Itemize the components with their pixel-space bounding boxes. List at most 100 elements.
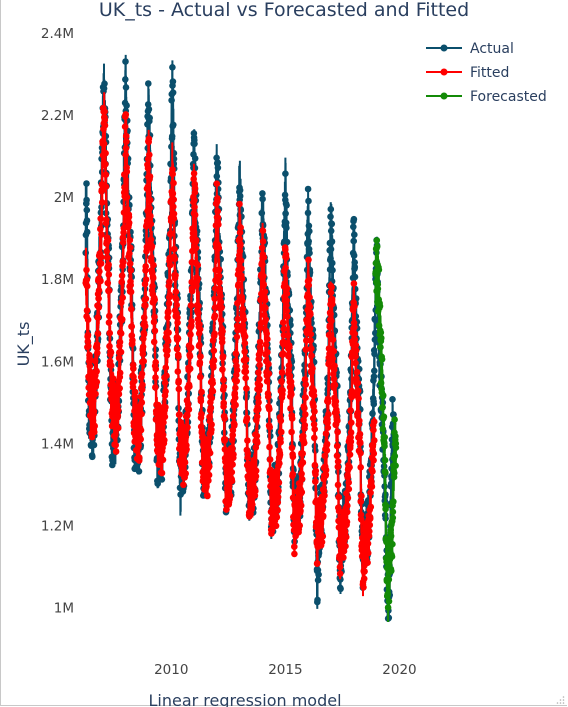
- data-point: [103, 217, 110, 224]
- data-point: [340, 554, 347, 561]
- legend[interactable]: Actual Fitted Forecasted: [426, 41, 547, 105]
- data-point: [150, 262, 157, 269]
- data-point: [146, 115, 153, 122]
- data-point: [106, 330, 113, 337]
- data-point: [160, 419, 167, 426]
- data-point: [193, 237, 200, 244]
- data-point: [89, 454, 96, 461]
- data-point: [283, 254, 290, 261]
- data-point: [391, 416, 398, 423]
- data-point: [382, 469, 389, 476]
- data-point: [305, 198, 312, 205]
- data-point: [348, 419, 355, 426]
- data-point: [207, 450, 214, 457]
- data-point: [368, 504, 375, 511]
- data-point: [216, 266, 223, 273]
- data-point: [285, 353, 292, 360]
- data-point: [346, 464, 353, 471]
- data-point: [377, 303, 384, 310]
- data-point: [233, 350, 240, 357]
- data-point: [239, 306, 246, 313]
- data-point: [120, 259, 127, 266]
- data-point: [214, 180, 221, 187]
- data-point: [211, 347, 218, 354]
- data-point: [139, 399, 146, 406]
- data-point: [159, 470, 166, 477]
- data-point: [302, 381, 309, 388]
- y-axis-ticks: 1M1.2M1.4M1.6M1.8M2M2.2M2.4M: [41, 26, 74, 616]
- data-point: [123, 84, 130, 91]
- data-point: [347, 451, 354, 458]
- data-point: [355, 388, 362, 395]
- data-point: [369, 410, 376, 417]
- data-point: [365, 540, 372, 547]
- data-point: [99, 199, 106, 206]
- data-point: [390, 498, 397, 505]
- data-point: [328, 228, 335, 235]
- data-point: [204, 436, 211, 443]
- data-point: [262, 288, 269, 295]
- data-point: [118, 279, 125, 286]
- data-point: [184, 412, 191, 419]
- legend-item-fitted[interactable]: Fitted: [426, 65, 509, 81]
- data-point: [242, 375, 249, 382]
- data-point: [283, 297, 290, 304]
- data-point: [280, 319, 287, 326]
- data-point: [145, 184, 152, 191]
- data-point: [173, 289, 180, 296]
- data-point: [241, 348, 248, 355]
- data-point: [98, 254, 105, 261]
- data-point: [214, 173, 221, 180]
- data-point: [378, 335, 385, 342]
- data-point: [192, 185, 199, 192]
- x-tick-label: 2020: [382, 662, 416, 678]
- data-point: [128, 289, 135, 296]
- data-point: [147, 197, 154, 204]
- resize-grip-icon[interactable]: [556, 695, 565, 704]
- data-point: [274, 507, 281, 514]
- y-tick-label: 2M: [54, 190, 74, 206]
- data-point: [330, 336, 337, 343]
- data-point: [222, 436, 229, 443]
- data-point: [287, 373, 294, 380]
- data-point: [194, 262, 201, 269]
- data-point: [172, 272, 179, 279]
- data-point: [389, 553, 396, 560]
- data-point: [264, 378, 271, 385]
- data-point: [91, 442, 98, 449]
- data-point: [392, 433, 399, 440]
- data-point: [188, 344, 195, 351]
- data-point: [383, 503, 390, 510]
- data-point: [131, 378, 138, 385]
- data-point: [152, 328, 159, 335]
- data-point: [120, 239, 127, 246]
- data-point: [84, 229, 91, 236]
- data-point: [231, 421, 238, 428]
- data-point: [219, 328, 226, 335]
- y-tick-label: 1.6M: [41, 354, 74, 370]
- data-point: [291, 551, 298, 558]
- data-point: [277, 439, 284, 446]
- legend-item-actual[interactable]: Actual: [426, 41, 514, 57]
- data-point: [282, 210, 289, 217]
- data-point: [309, 365, 316, 372]
- data-point: [233, 378, 240, 385]
- data-point: [355, 409, 362, 416]
- data-point: [319, 506, 326, 513]
- data-point: [170, 122, 177, 129]
- data-point: [286, 362, 293, 369]
- data-point: [206, 472, 213, 479]
- legend-item-forecasted[interactable]: Forecasted: [426, 89, 547, 105]
- data-point: [288, 383, 295, 390]
- data-point: [175, 368, 182, 375]
- data-point: [234, 367, 241, 374]
- data-point: [106, 271, 113, 278]
- data-point: [238, 257, 245, 264]
- data-point: [84, 283, 91, 290]
- data-point: [305, 210, 312, 217]
- data-point: [375, 286, 382, 293]
- data-point: [128, 306, 135, 313]
- data-point: [344, 519, 351, 526]
- data-point: [275, 488, 282, 495]
